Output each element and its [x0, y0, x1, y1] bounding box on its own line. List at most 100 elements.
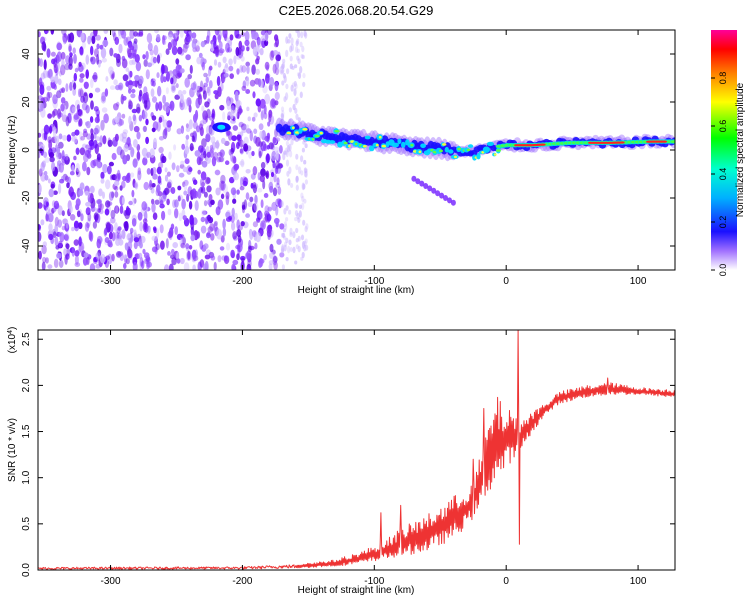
noise-blob	[123, 263, 127, 269]
noise-blob	[68, 45, 72, 52]
noise-blob	[124, 242, 129, 251]
noise-blob	[252, 221, 258, 228]
noise-blob	[108, 191, 114, 201]
noise-blob	[269, 185, 274, 193]
noise-blob	[171, 248, 175, 256]
noise-blob	[197, 188, 202, 199]
noise-blob	[246, 106, 250, 112]
noise-blob	[208, 65, 213, 71]
noise-blob	[145, 69, 150, 80]
noise-blob	[214, 30, 220, 36]
noise-blob	[303, 240, 307, 247]
noise-blob	[160, 240, 165, 250]
noise-blob	[192, 264, 196, 270]
noise-blob	[218, 156, 224, 163]
noise-blob	[105, 76, 109, 82]
noise-blob	[223, 73, 229, 78]
snr-multiplier: (x104)	[7, 327, 19, 354]
noise-blob	[60, 51, 66, 60]
noise-blob	[303, 167, 307, 174]
noise-blob	[259, 98, 266, 109]
noise-blob	[230, 109, 234, 120]
noise-blob	[127, 172, 131, 178]
noise-blob	[147, 42, 153, 52]
tail-blob	[447, 197, 452, 204]
noise-blob	[162, 39, 167, 46]
noise-blob	[152, 96, 157, 103]
tail-blob	[439, 192, 445, 199]
noise-blob	[156, 34, 161, 42]
noise-blob	[157, 85, 162, 97]
noise-blob	[299, 41, 303, 48]
noise-blob	[230, 151, 234, 162]
noise-blob	[118, 84, 123, 90]
noise-blob	[303, 198, 307, 204]
noise-blob	[59, 232, 65, 243]
noise-blob	[288, 239, 292, 246]
noise-blob	[187, 250, 191, 260]
noise-blob	[114, 173, 121, 183]
noise-blob	[305, 223, 309, 230]
noise-blob	[66, 247, 70, 257]
colorbar-tick-label: 0.8	[718, 72, 728, 85]
noise-blob	[121, 180, 126, 189]
noise-blob	[263, 193, 269, 198]
noise-blob	[161, 210, 166, 221]
noise-blob	[247, 116, 252, 122]
noise-blob	[43, 170, 48, 176]
noise-blob	[94, 124, 101, 134]
noise-blob	[188, 119, 193, 130]
tail-blob	[423, 183, 429, 189]
noise-blob	[231, 263, 236, 270]
noise-blob	[78, 222, 83, 230]
noise-blob	[281, 80, 285, 86]
noise-blob	[221, 137, 226, 144]
noise-blob	[226, 130, 231, 136]
band-peak-hot	[442, 143, 447, 146]
noise-blob	[55, 66, 59, 76]
noise-blob	[249, 229, 254, 241]
noise-blob	[53, 63, 59, 74]
noise-blob	[115, 205, 119, 214]
noise-blob	[75, 167, 79, 175]
noise-blob	[85, 54, 90, 65]
noise-blob	[60, 103, 65, 112]
noise-blob	[118, 30, 122, 37]
noise-blob	[108, 232, 113, 240]
noise-blob	[292, 246, 296, 254]
noise-blob	[146, 151, 151, 158]
noise-blob	[145, 50, 149, 60]
x-tick-label: -300	[101, 576, 121, 587]
noise-blob	[191, 32, 197, 39]
noise-blob	[167, 251, 171, 256]
noise-blob	[169, 227, 174, 238]
noise-blob	[51, 110, 56, 118]
noise-blob	[228, 65, 234, 72]
noise-blob	[283, 208, 287, 215]
tail-blob	[431, 187, 437, 194]
noise-blob	[289, 227, 293, 235]
noise-blob	[81, 102, 88, 111]
colorbar-gradient	[711, 30, 737, 270]
noise-blob	[180, 93, 184, 104]
noise-blob	[92, 72, 98, 83]
noise-blob	[52, 231, 57, 239]
noise-blob	[44, 157, 50, 163]
noise-blob	[164, 127, 168, 136]
noise-blob	[192, 217, 198, 226]
noise-blob	[295, 203, 299, 209]
noise-blob	[45, 206, 51, 215]
noise-blob	[176, 258, 181, 264]
noise-blob	[260, 168, 266, 177]
noise-blob	[226, 100, 231, 111]
noise-blob	[255, 136, 261, 147]
noise-blob	[216, 228, 223, 240]
noise-blob	[66, 182, 70, 189]
noise-blob	[243, 136, 249, 145]
noise-blob	[206, 125, 211, 136]
noise-blob	[100, 95, 107, 104]
noise-blob	[96, 153, 101, 161]
noise-blob	[236, 111, 240, 120]
snr-y-label: SNR (10 * v/v)	[7, 418, 18, 482]
noise-blob	[264, 205, 270, 214]
